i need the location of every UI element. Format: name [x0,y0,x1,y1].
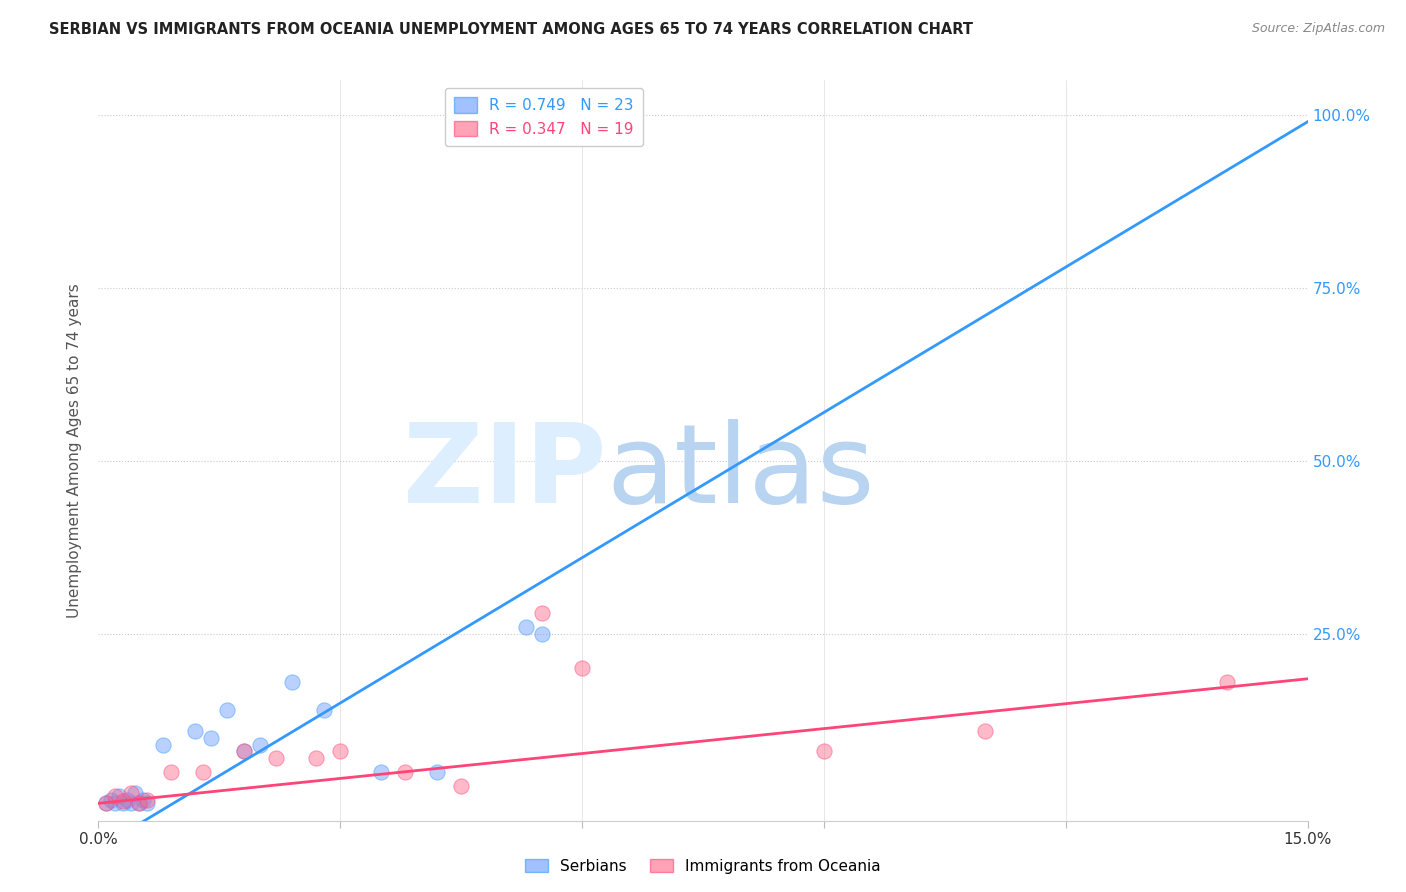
Point [103,797,125,811]
Point [450,779,472,793]
Point [515,620,537,634]
Point [217,703,239,717]
Point [132,793,155,807]
Point [426,765,449,780]
Point [281,675,304,690]
Point [135,793,157,807]
Text: ZIP: ZIP [404,419,606,526]
Point [120,797,142,811]
Point [370,765,392,780]
Point [571,661,593,675]
Point [120,786,142,800]
Point [128,797,150,811]
Point [111,794,134,808]
Point [96,797,118,811]
Text: atlas: atlas [606,419,875,526]
Point [232,744,254,758]
Point [530,606,553,620]
Point [128,797,150,811]
Point [96,797,118,811]
Point [232,744,254,758]
Point [813,744,835,758]
Point [329,744,352,758]
Text: SERBIAN VS IMMIGRANTS FROM OCEANIA UNEMPLOYMENT AMONG AGES 65 TO 74 YEARS CORREL: SERBIAN VS IMMIGRANTS FROM OCEANIA UNEMP… [49,22,973,37]
Point [124,786,146,800]
Point [530,627,553,641]
Point [394,765,416,780]
Point [249,738,271,752]
Legend: Serbians, Immigrants from Oceania: Serbians, Immigrants from Oceania [519,853,887,880]
Point [974,723,997,738]
Point [135,797,157,811]
Point [1216,675,1239,690]
Point [184,723,207,738]
Point [111,797,134,811]
Point [107,789,129,804]
Point [314,703,336,717]
Point [305,751,328,765]
Point [193,765,215,780]
Point [152,738,174,752]
Legend: R = 0.749   N = 23, R = 0.347   N = 19: R = 0.749 N = 23, R = 0.347 N = 19 [444,88,643,146]
Point [103,789,125,804]
Point [160,765,183,780]
Text: Source: ZipAtlas.com: Source: ZipAtlas.com [1251,22,1385,36]
Point [264,751,287,765]
Point [200,731,222,745]
Y-axis label: Unemployment Among Ages 65 to 74 years: Unemployment Among Ages 65 to 74 years [67,283,83,618]
Point [100,793,122,807]
Point [115,793,138,807]
